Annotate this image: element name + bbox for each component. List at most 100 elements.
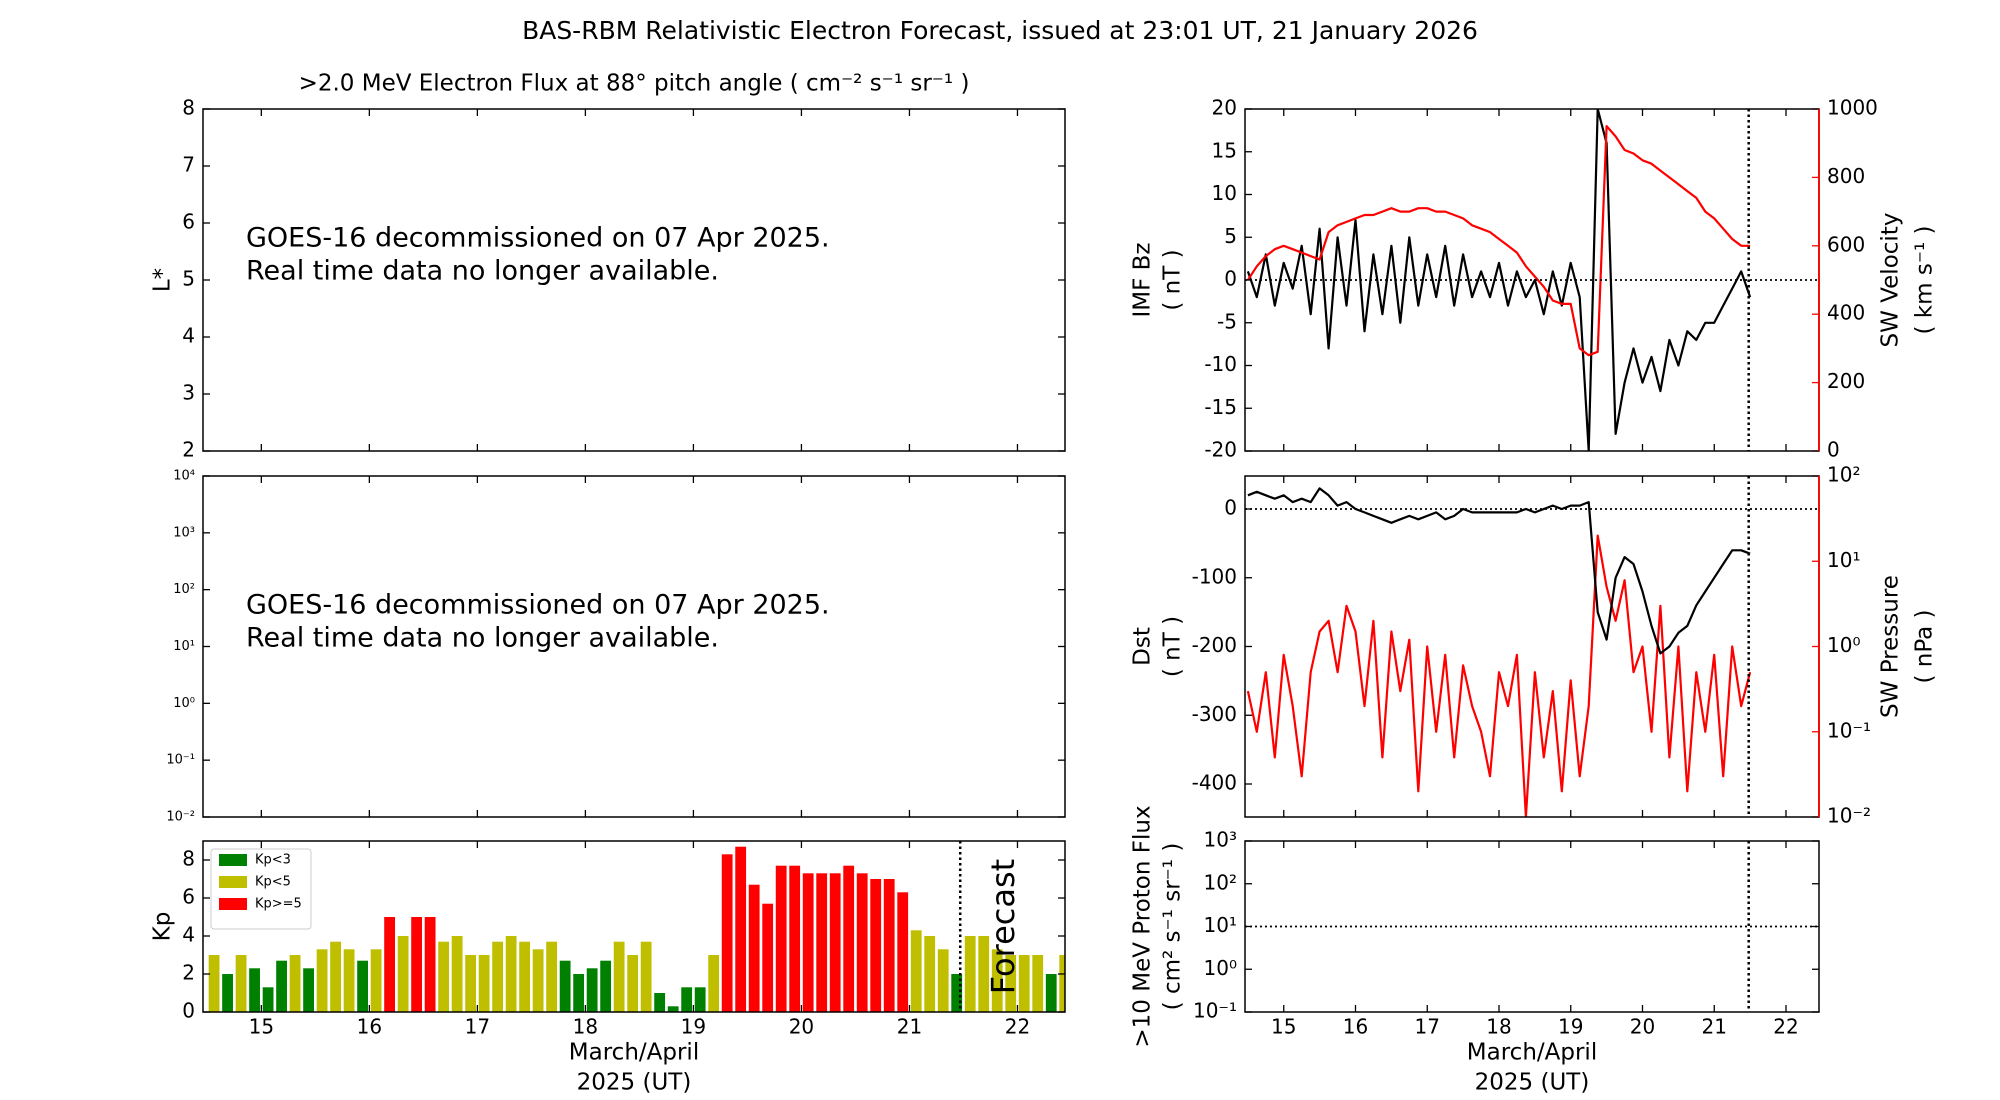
- x-tick-label: 16: [357, 1015, 382, 1039]
- x-tick-label: 19: [681, 1015, 706, 1039]
- plot-area: [1246, 109, 1752, 451]
- bar: [1032, 955, 1044, 1012]
- bar: [829, 873, 841, 1012]
- y-tick-label: 8: [182, 96, 195, 120]
- bar: [1005, 955, 1017, 1012]
- y-tick-label: 10³: [1204, 828, 1237, 852]
- y-tick-label: 10⁻¹: [166, 753, 195, 768]
- y-tick-label: -400: [1192, 771, 1237, 795]
- axes-frame: [1244, 840, 1820, 1013]
- x-axis-label: 2025 (UT): [1475, 1070, 1590, 1096]
- bar: [397, 936, 409, 1012]
- annotation: GOES-16 decommissioned on 07 Apr 2025.: [246, 590, 830, 621]
- y-tick-label: 0: [1224, 267, 1237, 291]
- annotation: Real time data no longer available.: [246, 623, 719, 654]
- bar: [451, 936, 463, 1012]
- x-tick-label: 16: [1343, 1015, 1368, 1039]
- y2-tick-label: 0: [1827, 438, 1840, 462]
- bar: [856, 873, 868, 1012]
- axes-frame: [202, 840, 1066, 1013]
- x-tick-label: 20: [1630, 1015, 1655, 1039]
- x-tick-label: 22: [1773, 1015, 1798, 1039]
- bar: [897, 892, 909, 1012]
- bar: [640, 941, 652, 1012]
- legend-swatch: [219, 854, 247, 866]
- y-tick-label: -300: [1192, 702, 1237, 726]
- y2-tick-label: 10¹: [1827, 548, 1860, 572]
- legend-swatch: [219, 898, 247, 910]
- y-tick-label: 10⁰: [173, 696, 195, 711]
- bar: [289, 955, 301, 1012]
- bar: [735, 846, 747, 1012]
- bar: [721, 854, 733, 1012]
- x-axis-label: March/April: [1467, 1040, 1597, 1066]
- bar: [411, 917, 423, 1012]
- bar: [1059, 955, 1065, 1012]
- bar: [208, 955, 220, 1012]
- y2-tick-label: 10⁰: [1827, 633, 1860, 657]
- x-tick-label: 19: [1558, 1015, 1583, 1039]
- y-tick-label: 0: [1224, 496, 1237, 520]
- panel-title: >2.0 MeV Electron Flux at 88° pitch angl…: [299, 71, 970, 97]
- x-tick-label: 18: [1486, 1015, 1511, 1039]
- y-tick-label: 10⁻¹: [1193, 999, 1237, 1023]
- bar: [505, 936, 517, 1012]
- bar: [573, 974, 585, 1012]
- y-tick-label: 10⁻²: [166, 810, 195, 825]
- bar: [816, 873, 828, 1012]
- y2-tick-label: 600: [1827, 232, 1865, 256]
- y-tick-label: -10: [1204, 352, 1237, 376]
- bar: [843, 865, 855, 1012]
- y-tick-label: 7: [182, 153, 195, 177]
- x-tick-label: 15: [1271, 1015, 1296, 1039]
- y-tick-label: 10⁴: [173, 469, 195, 484]
- bar: [303, 968, 314, 1012]
- axes-frame: [202, 108, 1066, 452]
- bar: [762, 903, 774, 1012]
- x-tick-label: 21: [897, 1015, 922, 1039]
- bar: [870, 879, 882, 1012]
- y2-axis-label: SW Velocity: [1878, 213, 1904, 348]
- y-tick-label: 4: [182, 324, 195, 348]
- bar: [357, 960, 369, 1012]
- y-axis-label: >10 MeV Proton Flux: [1130, 805, 1156, 1047]
- y-axis-label: Dst: [1130, 627, 1156, 666]
- bar: [937, 949, 949, 1012]
- y-axis-label: ( nT ): [1160, 249, 1186, 310]
- y2-tick-label: 1000: [1827, 96, 1878, 120]
- bar: [532, 949, 544, 1012]
- bar: [924, 936, 936, 1012]
- bar: [600, 960, 612, 1012]
- y-axis-label: IMF Bz: [1130, 242, 1156, 317]
- bar: [478, 955, 490, 1012]
- bar: [330, 941, 341, 1012]
- bar: [235, 955, 247, 1012]
- y-tick-label: 10¹: [1204, 913, 1237, 937]
- forecast-label: Forecast: [984, 859, 1022, 994]
- bar: [546, 941, 558, 1012]
- bar: [789, 865, 801, 1012]
- bar: [424, 917, 436, 1012]
- y2-tick-label: 10⁻¹: [1827, 718, 1871, 742]
- bar: [519, 941, 531, 1012]
- bar: [748, 884, 760, 1012]
- x-tick-label: 17: [1415, 1015, 1440, 1039]
- x-axis-label: March/April: [569, 1040, 699, 1066]
- legend-label: Kp>=5: [255, 897, 302, 912]
- y-axis-label: ( nT ): [1160, 616, 1186, 677]
- bar: [910, 930, 922, 1012]
- y-tick-label: 10³: [173, 525, 195, 540]
- y-tick-label: -5: [1217, 309, 1237, 333]
- page-title: BAS-RBM Relativistic Electron Forecast, …: [522, 16, 1478, 45]
- y-axis-label: L*: [150, 268, 176, 292]
- series-line: [1247, 487, 1751, 655]
- y-tick-label: 4: [182, 923, 195, 947]
- bar: [492, 941, 504, 1012]
- bar: [694, 987, 706, 1012]
- y-tick-label: 5: [182, 267, 195, 291]
- y2-tick-label: 400: [1827, 301, 1865, 325]
- series-line: [1246, 109, 1752, 451]
- y-tick-label: 2: [182, 438, 195, 462]
- x-axis-label: 2025 (UT): [577, 1070, 692, 1096]
